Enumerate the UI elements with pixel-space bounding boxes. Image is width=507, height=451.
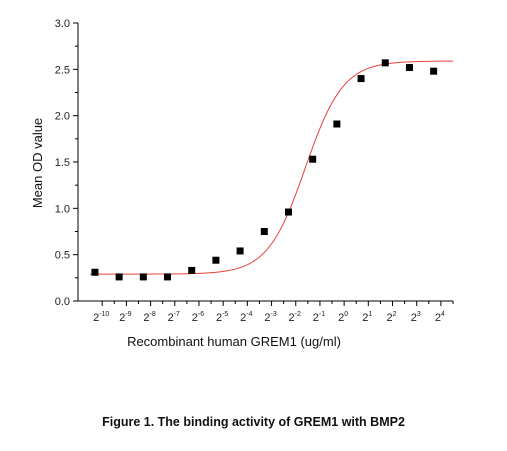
data-point: [430, 67, 438, 75]
y-axis: 0.0 0.5 1.0 1.5 2.0 2.5 3.0: [55, 18, 79, 308]
x-tick-label: 20: [338, 311, 348, 324]
fit-curve: [90, 60, 454, 275]
x-tick-label: 2-8: [143, 311, 155, 324]
x-tick-label: 23: [411, 311, 421, 324]
x-tick-label: 2-6: [192, 311, 204, 324]
data-point: [236, 247, 244, 255]
data-point: [91, 268, 99, 276]
data-point: [381, 59, 389, 67]
y-tick-label: 0.5: [55, 250, 70, 262]
y-tick-label: 2.5: [55, 64, 70, 76]
data-point: [284, 208, 292, 216]
x-tick-label: 21: [362, 311, 372, 324]
x-tick-label: 2-1: [313, 311, 325, 324]
data-point: [139, 273, 147, 281]
x-tick-label: 2-7: [168, 311, 180, 324]
y-tick-label: 1.0: [55, 203, 70, 215]
x-tick-label: 22: [387, 311, 397, 324]
y-tick-label: 0.0: [55, 296, 70, 308]
x-tick-label: 2-5: [216, 311, 228, 324]
data-point: [357, 75, 365, 83]
x-tick-label: 2-3: [264, 311, 276, 324]
x-tick-label: 2-10: [93, 311, 109, 324]
fit-curve-layer: [90, 60, 454, 275]
x-axis: 2-10 2-9 2-8 2-7 2-6 2-5 2-4 2-3 2-2 2-1 20 21 22 23 2…: [78, 300, 454, 324]
y-tick-label: 3.0: [55, 18, 70, 30]
x-tick-label: 2-2: [289, 311, 301, 324]
x-tick-label: 24: [435, 311, 445, 324]
x-axis-title: Recombinant human GREM1 (ug/ml): [127, 334, 341, 349]
data-points-layer: [91, 59, 438, 281]
data-point: [212, 256, 220, 264]
data-point: [115, 273, 123, 281]
data-point: [164, 273, 172, 281]
x-tick-label: 2-4: [240, 311, 252, 324]
data-point: [309, 155, 317, 163]
y-tick-label: 1.5: [55, 157, 70, 169]
y-tick-label: 2.0: [55, 111, 70, 123]
data-point: [188, 266, 196, 274]
data-point: [333, 120, 341, 128]
data-point: [405, 63, 413, 71]
figure-caption: Figure 1. The binding activity of GREM1 …: [102, 415, 405, 429]
data-point: [260, 228, 268, 235]
y-axis-title: Mean OD value: [30, 118, 45, 208]
x-tick-label: 2-9: [119, 311, 131, 324]
